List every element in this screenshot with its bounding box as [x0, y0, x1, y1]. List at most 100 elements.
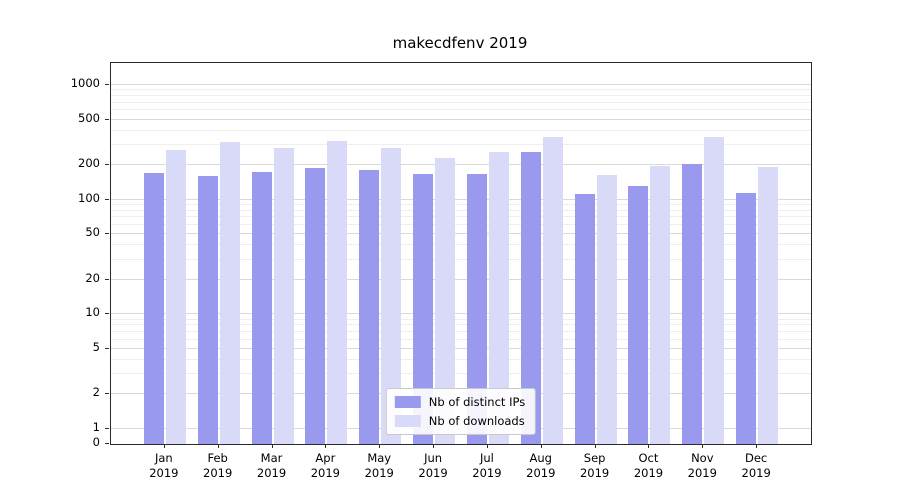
y-tick-label: 50 — [85, 225, 100, 240]
y-tick-label: 200 — [78, 156, 100, 171]
bar-distinct-ips-apr — [305, 167, 326, 444]
y-tick-label: 1000 — [70, 76, 100, 90]
x-tick-month: Oct — [638, 451, 659, 465]
x-tick-year: 2019 — [364, 466, 394, 480]
gridline-minor — [111, 318, 811, 320]
x-tick-mark — [271, 444, 273, 448]
bar-distinct-ips-jul — [466, 174, 487, 444]
gridline-minor — [111, 358, 811, 360]
gridline-minor — [111, 95, 811, 97]
x-tick-year: 2019 — [310, 466, 341, 480]
gridline-minor — [111, 324, 811, 326]
x-tick-month: Jun — [424, 451, 443, 465]
gridline-minor — [111, 216, 811, 218]
x-tick-month: Dec — [745, 451, 768, 465]
legend-entry-distinct-ips: Nb of distinct IPs — [394, 395, 526, 409]
x-tick-label-oct: Oct 2019 — [618, 451, 678, 481]
x-tick-label-mar: Mar 2019 — [242, 451, 302, 481]
bar-downloads-nov — [704, 137, 725, 444]
x-tick-mark — [702, 444, 704, 448]
gridline-major — [111, 118, 811, 120]
bar-downloads-mar — [273, 148, 294, 444]
y-tick-mark — [105, 313, 109, 315]
y-tick-label: 2 — [92, 385, 100, 400]
bar-downloads-dec — [758, 166, 779, 444]
bar-distinct-ips-jan — [143, 173, 164, 444]
x-tick-label-dec: Dec 2019 — [726, 451, 786, 481]
gridline-minor — [111, 143, 811, 145]
y-tick-label: 20 — [85, 270, 100, 285]
bar-downloads-jan — [165, 150, 186, 444]
x-tick-month: May — [367, 451, 392, 465]
gridline-minor — [111, 224, 811, 226]
y-tick-label: 0 — [92, 435, 100, 449]
gridline-minor — [111, 209, 811, 211]
x-tick-mark — [325, 444, 327, 448]
y-tick-mark — [105, 118, 109, 120]
x-tick-mark — [648, 444, 650, 448]
x-tick-year: 2019 — [256, 466, 287, 480]
x-tick-month: Mar — [260, 451, 283, 465]
x-tick-year: 2019 — [149, 466, 179, 480]
y-tick-label: 10 — [85, 305, 100, 320]
x-tick-label-jul: Jul 2019 — [457, 451, 517, 481]
bar-distinct-ips-oct — [628, 185, 649, 444]
x-tick-month: Apr — [315, 451, 336, 465]
x-tick-year: 2019 — [472, 466, 502, 480]
y-tick-label: 500 — [78, 110, 100, 125]
x-tick-mark — [756, 444, 758, 448]
x-tick-month: Nov — [691, 451, 714, 465]
y-tick-mark — [105, 84, 109, 85]
legend-swatch-downloads — [394, 415, 421, 427]
x-tick-month: Jan — [154, 451, 173, 465]
x-tick-label-sep: Sep 2019 — [565, 451, 625, 481]
gridline-major — [111, 278, 811, 280]
x-tick-mark — [594, 444, 596, 448]
x-tick-label-nov: Nov 2019 — [672, 451, 732, 481]
x-tick-year: 2019 — [687, 466, 717, 480]
bar-downloads-sep — [596, 174, 617, 444]
x-tick-month: Sep — [583, 451, 606, 465]
bar-distinct-ips-jun — [413, 173, 434, 444]
bar-distinct-ips-aug — [520, 151, 541, 444]
bar-distinct-ips-feb — [197, 176, 218, 444]
gridline-major — [111, 198, 811, 200]
y-tick-mark — [105, 428, 109, 429]
x-tick-mark — [217, 444, 219, 448]
x-tick-year: 2019 — [579, 466, 610, 480]
gridline-major — [111, 233, 811, 235]
x-tick-month: Feb — [207, 451, 228, 465]
y-tick-mark — [105, 443, 109, 444]
gridline-minor — [111, 129, 811, 131]
bar-downloads-may — [381, 147, 402, 444]
bar-distinct-ips-sep — [574, 193, 595, 444]
legend-label-distinct-ips: Nb of distinct IPs — [428, 395, 526, 409]
gridline-minor — [111, 244, 811, 246]
x-tick-label-may: May 2019 — [349, 451, 409, 481]
x-tick-mark — [486, 444, 488, 448]
bar-downloads-feb — [219, 141, 240, 444]
bar-distinct-ips-dec — [736, 193, 757, 444]
legend: Nb of distinct IPs Nb of downloads — [385, 388, 537, 435]
bar-distinct-ips-nov — [682, 164, 703, 444]
x-tick-month: Aug — [529, 451, 552, 465]
gridline-major — [111, 313, 811, 315]
x-tick-year: 2019 — [741, 466, 771, 480]
x-tick-year: 2019 — [418, 466, 448, 480]
legend-swatch-distinct-ips — [394, 396, 421, 408]
bar-downloads-jun — [435, 158, 456, 444]
x-tick-year: 2019 — [526, 466, 556, 480]
plot-area: Nb of distinct IPs Nb of downloads — [110, 62, 812, 445]
y-tick-mark — [105, 164, 109, 166]
x-tick-month: Jul — [479, 451, 494, 465]
y-tick-mark — [105, 278, 109, 280]
gridline-minor — [111, 373, 811, 375]
bar-distinct-ips-mar — [251, 171, 272, 444]
gridline-minor — [111, 101, 811, 103]
gridline-minor — [111, 109, 811, 111]
chart-title: makecdfenv 2019 — [392, 34, 528, 52]
y-tick-label: 1 — [92, 420, 100, 434]
x-tick-mark — [433, 444, 435, 448]
gridline-minor — [111, 338, 811, 340]
